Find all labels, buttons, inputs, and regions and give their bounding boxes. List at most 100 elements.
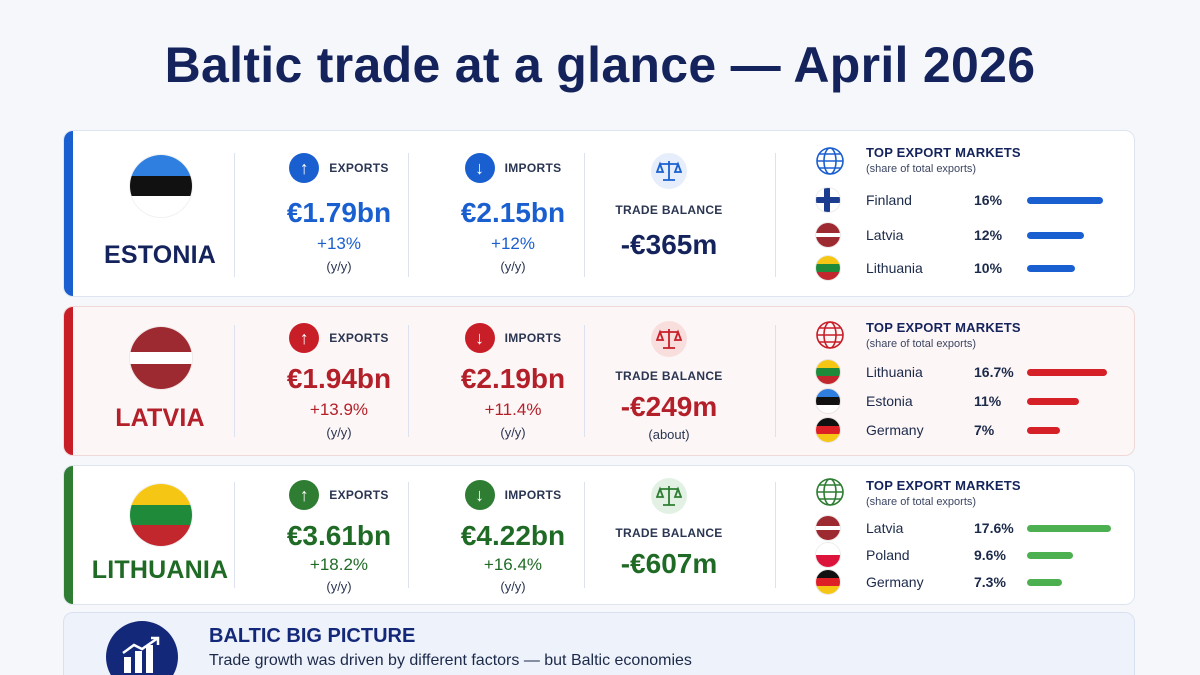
market-share-bar bbox=[1027, 552, 1073, 559]
imports-metric: ↓ IMPORTS €2.15bn +12% (y/y) bbox=[426, 151, 600, 274]
market-share-bar bbox=[1027, 427, 1060, 434]
arrow-down-icon: ↓ bbox=[464, 153, 495, 183]
card-accent bbox=[64, 466, 73, 604]
exports-value: €1.94bn bbox=[286, 363, 392, 394]
market-row: Poland 9.6% bbox=[814, 543, 1134, 569]
latvia-flag-icon bbox=[816, 516, 840, 540]
divider bbox=[584, 325, 585, 437]
market-share: 7.3% bbox=[974, 574, 1006, 590]
divider bbox=[408, 482, 409, 588]
globe-icon bbox=[814, 319, 846, 356]
market-share-bar bbox=[1027, 398, 1079, 405]
globe-icon bbox=[814, 145, 846, 182]
exports-change: +18.2% bbox=[309, 555, 369, 574]
divider bbox=[584, 153, 585, 277]
scale-icon bbox=[651, 478, 687, 514]
market-name: Latvia bbox=[866, 520, 904, 536]
card-accent bbox=[64, 307, 73, 455]
imports-label: IMPORTS bbox=[504, 331, 562, 345]
exports-label: EXPORTS bbox=[329, 161, 389, 175]
market-row: Lithuania 16.7% bbox=[814, 360, 1134, 386]
market-name: Finland bbox=[866, 192, 912, 208]
imports-value: €4.22bn bbox=[460, 520, 566, 551]
country-name: LITHUANIA bbox=[91, 556, 229, 584]
market-row: Germany 7% bbox=[814, 418, 1134, 444]
divider bbox=[408, 325, 409, 437]
arrow-up-icon: ↑ bbox=[289, 480, 320, 510]
imports-metric: ↓ IMPORTS €2.19bn +11.4% (y/y) bbox=[426, 321, 600, 440]
market-name: Poland bbox=[866, 547, 910, 563]
divider bbox=[234, 482, 235, 588]
market-share: 12% bbox=[974, 227, 1003, 243]
market-share-bar bbox=[1027, 197, 1103, 204]
top-export-markets: TOP EXPORT MARKETS (share of total expor… bbox=[814, 466, 1134, 604]
exports-value: €1.79bn bbox=[286, 197, 392, 228]
estonia-flag-icon bbox=[130, 155, 192, 217]
exports-change: +13.9% bbox=[309, 400, 369, 419]
imports-value: €2.19bn bbox=[460, 363, 566, 394]
exports-period: (y/y) bbox=[326, 259, 352, 274]
imports-label: IMPORTS bbox=[504, 161, 562, 175]
market-name: Germany bbox=[866, 422, 924, 438]
arrow-down-icon: ↓ bbox=[464, 480, 495, 510]
market-name: Lithuania bbox=[866, 260, 923, 276]
country-card-lithuania: LITHUANIA ↑ EXPORTS €3.61bn +18.2% (y/y)… bbox=[63, 465, 1135, 605]
divider bbox=[234, 325, 235, 437]
divider bbox=[408, 153, 409, 277]
market-row: Estonia 11% bbox=[814, 389, 1134, 415]
divider bbox=[234, 153, 235, 277]
country-name: ESTONIA bbox=[103, 241, 217, 269]
card-accent bbox=[64, 131, 73, 296]
estonia-flag-icon bbox=[816, 389, 840, 413]
lithuania-flag-icon bbox=[816, 360, 840, 384]
country-card-latvia: LATVIA ↑ EXPORTS €1.94bn +13.9% (y/y) ↓ … bbox=[63, 306, 1135, 456]
imports-period: (y/y) bbox=[500, 425, 526, 440]
imports-value: €2.15bn bbox=[460, 197, 566, 228]
exports-value: €3.61bn bbox=[286, 520, 392, 551]
markets-subtitle: (share of total exports) bbox=[866, 496, 977, 508]
balance-label: TRADE BALANCE bbox=[615, 526, 723, 540]
imports-metric: ↓ IMPORTS €4.22bn +16.4% (y/y) bbox=[426, 478, 600, 594]
globe-icon bbox=[814, 476, 846, 513]
imports-change: +12% bbox=[491, 234, 535, 253]
country-name: LATVIA bbox=[115, 404, 205, 432]
latvia-flag-icon bbox=[130, 327, 192, 389]
balance-note: (about) bbox=[648, 427, 690, 442]
big-picture-panel: BALTIC BIG PICTURE Trade growth was driv… bbox=[63, 612, 1135, 675]
divider bbox=[775, 482, 776, 588]
germany-flag-icon bbox=[816, 418, 840, 442]
market-share-bar bbox=[1027, 369, 1107, 376]
market-share: 9.6% bbox=[974, 547, 1006, 563]
latvia-flag-icon bbox=[816, 223, 840, 247]
lithuania-flag-icon bbox=[130, 484, 192, 546]
balance-label: TRADE BALANCE bbox=[615, 369, 723, 383]
market-name: Estonia bbox=[866, 393, 913, 409]
divider bbox=[584, 482, 585, 588]
balance-value: -€365m bbox=[620, 229, 718, 260]
imports-change: +11.4% bbox=[484, 400, 542, 419]
exports-metric: ↑ EXPORTS €3.61bn +18.2% (y/y) bbox=[252, 478, 426, 594]
market-row: Finland 16% bbox=[814, 188, 1134, 214]
balance-label: TRADE BALANCE bbox=[615, 203, 723, 217]
market-share-bar bbox=[1027, 525, 1111, 532]
exports-metric: ↑ EXPORTS €1.79bn +13% (y/y) bbox=[252, 151, 426, 274]
arrow-up-icon: ↑ bbox=[289, 323, 320, 353]
top-export-markets: TOP EXPORT MARKETS (share of total expor… bbox=[814, 307, 1134, 455]
market-name: Germany bbox=[866, 574, 924, 590]
big-picture-text: Trade growth was driven by different fac… bbox=[209, 652, 692, 669]
trade-balance: TRADE BALANCE -€249m (about) bbox=[584, 321, 754, 442]
lithuania-flag-icon bbox=[816, 256, 840, 280]
germany-flag-icon bbox=[816, 570, 840, 594]
markets-subtitle: (share of total exports) bbox=[866, 338, 977, 350]
balance-value: -€607m bbox=[620, 548, 718, 579]
markets-title: TOP EXPORT MARKETS bbox=[866, 320, 1021, 335]
market-share: 16% bbox=[974, 192, 1003, 208]
scale-icon bbox=[651, 153, 687, 189]
market-name: Latvia bbox=[866, 227, 904, 243]
market-name: Lithuania bbox=[866, 364, 923, 380]
market-share: 11% bbox=[974, 393, 1002, 409]
imports-label: IMPORTS bbox=[504, 488, 562, 502]
market-share-bar bbox=[1027, 265, 1075, 272]
big-picture-title: BALTIC BIG PICTURE bbox=[209, 625, 416, 647]
poland-flag-icon bbox=[816, 543, 840, 567]
